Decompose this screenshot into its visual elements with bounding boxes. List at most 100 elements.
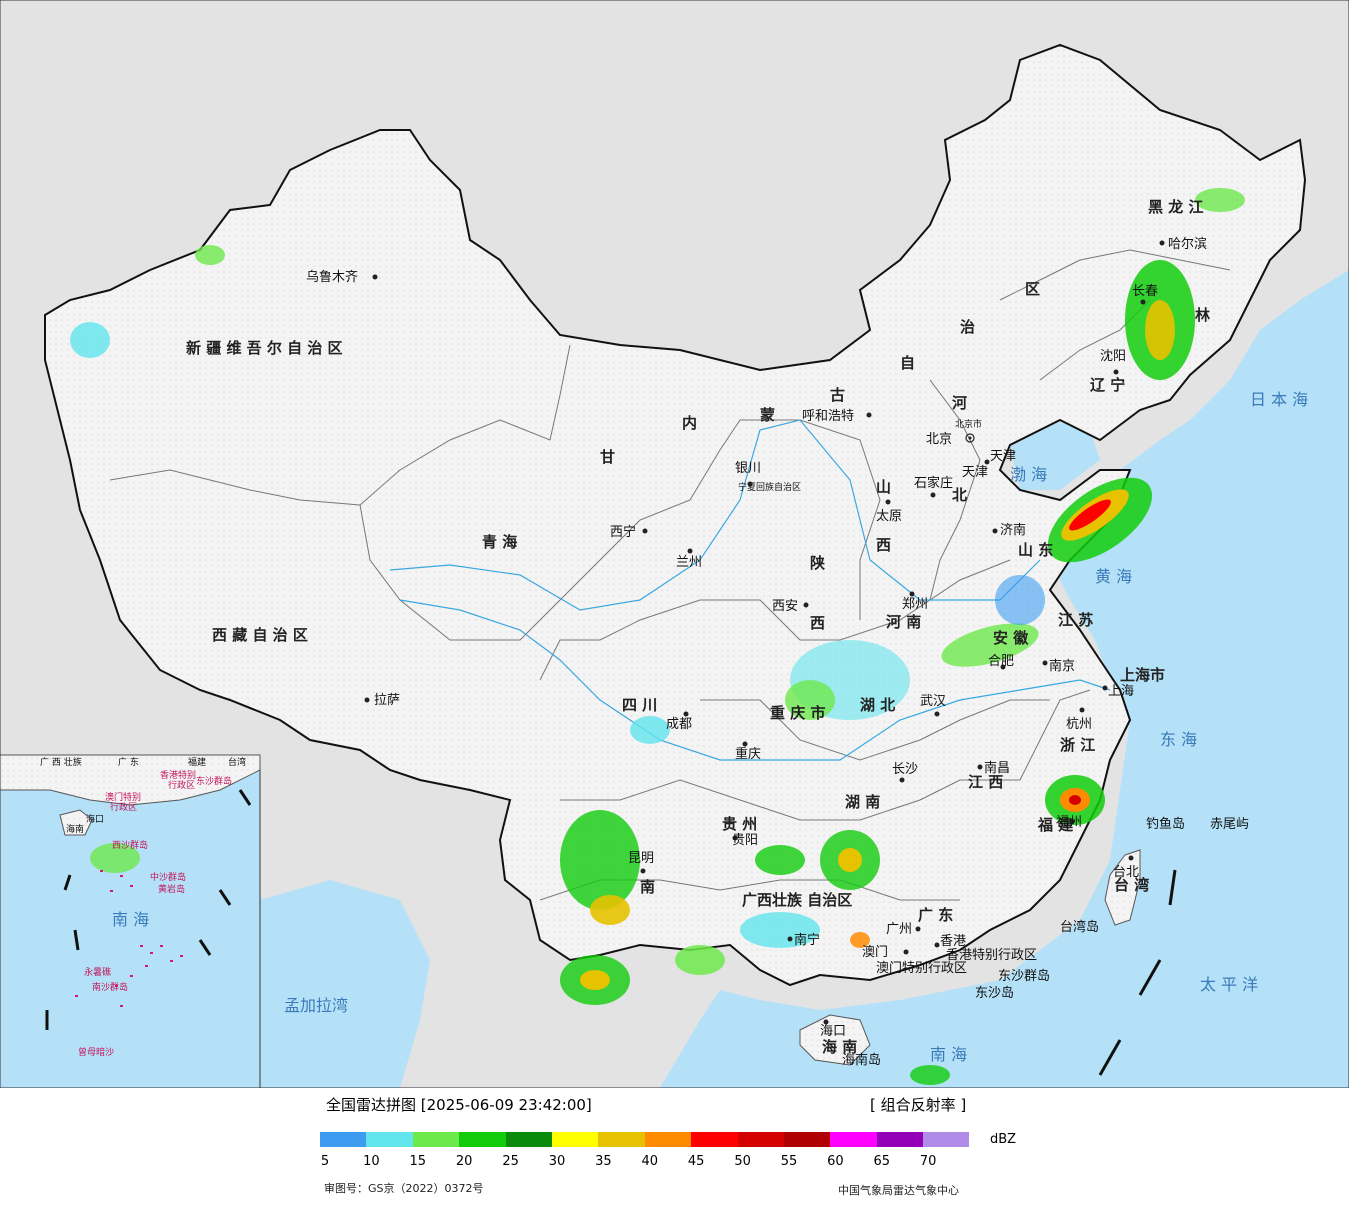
city-macau: 澳门	[862, 944, 909, 960]
svg-text:贵阳: 贵阳	[732, 833, 758, 848]
province-label-neimenggu-5: 治	[960, 318, 975, 336]
city-guangzhou: 广州	[886, 922, 921, 937]
province-label-xizang: 西 藏 自 治 区	[212, 626, 308, 644]
svg-text:成都: 成都	[666, 717, 692, 732]
province-label-shanghai: 上海市	[1120, 666, 1165, 684]
svg-text:西安: 西安	[772, 599, 798, 614]
inset-label-1: 广 东	[118, 756, 139, 768]
city-wuhan: 武汉	[920, 694, 946, 717]
color-bar-cell	[412, 1132, 460, 1147]
bohai-sea	[1010, 420, 1100, 490]
sea-label-riben: 日 本 海	[1250, 390, 1308, 409]
city-taipei: 台北	[1113, 855, 1139, 880]
dbz-tick-row: 5 10 15 20 25 30 35 40 45 50 55 60 65 70	[310, 1154, 950, 1172]
province-label-zhejiang: 浙 江	[1060, 736, 1095, 754]
color-bar-cell	[551, 1132, 599, 1147]
city-nanjing: 南京	[1042, 658, 1075, 674]
province-label-neimenggu-6: 区	[1025, 280, 1040, 298]
city-beijing: 北京	[926, 432, 975, 447]
east-sea-area	[660, 270, 1349, 1088]
province-label-neimenggu-3: 古	[830, 386, 845, 404]
inset-label-11: 西沙群岛	[112, 839, 148, 851]
svg-text:海口: 海口	[820, 1024, 846, 1039]
province-label-henan: 河 南	[886, 613, 921, 631]
sea-label-bohai: 渤 海	[1010, 465, 1047, 484]
province-label-taiwan: 台 湾	[1114, 876, 1149, 894]
province-label-hainan: 海 南	[822, 1038, 857, 1056]
province-label-neimenggu-1: 内	[682, 414, 697, 432]
city-changchun: 长春	[1132, 284, 1158, 305]
dbz-tick-label: 10	[363, 1154, 380, 1169]
china-land	[44, 43, 1307, 987]
color-bar-cell	[783, 1132, 831, 1147]
city-xian: 西安	[772, 599, 809, 614]
province-label-jiangsu: 江 苏	[1058, 611, 1093, 629]
color-bar-cell	[366, 1132, 413, 1147]
island-labels: 钓鱼岛 赤尾屿 东沙群岛 东沙岛 台湾岛 海南岛	[842, 816, 1249, 1068]
svg-text:上海: 上海	[1108, 684, 1134, 699]
city-hongkong: 香港	[934, 934, 966, 949]
inset-label-15: 永暑礁	[84, 966, 111, 978]
dbz-tick-label: 15	[409, 1154, 427, 1169]
svg-text:北京: 北京	[926, 432, 952, 447]
sea-label-mengjiala: 孟加拉湾	[284, 996, 348, 1015]
province-label-neimenggu-2: 蒙	[760, 406, 775, 424]
svg-text:西宁: 西宁	[610, 524, 636, 540]
province-label-liaoning: 辽 宁	[1090, 376, 1125, 394]
city-lhasa: 拉萨	[364, 693, 400, 708]
city-beijing-city: 北京市	[955, 418, 982, 430]
province-label-chongqing: 重 庆 市	[770, 704, 825, 722]
dbz-unit-label: dBZ	[990, 1132, 1017, 1147]
city-yinchuan: 银川	[735, 461, 761, 487]
hainan-island	[799, 1014, 871, 1066]
city-changsha: 长沙	[892, 762, 918, 783]
issuing-center: 中国气象局雷达气象中心	[838, 1184, 959, 1197]
svg-text:拉萨: 拉萨	[374, 693, 400, 708]
province-label-neimenggu-4: 自	[900, 354, 915, 372]
svg-text:长春: 长春	[1132, 284, 1158, 299]
dbz-tick-label: 30	[548, 1154, 566, 1169]
city-guiyang: 贵阳	[732, 833, 758, 848]
dbz-tick-label: 70	[919, 1154, 937, 1169]
city-lanzhou: 兰州	[676, 548, 702, 570]
svg-text:香港: 香港	[940, 934, 966, 949]
svg-text:合肥: 合肥	[988, 654, 1014, 669]
color-bar-cell	[923, 1132, 970, 1147]
dbz-tick-label: 40	[641, 1154, 659, 1169]
province-label-hunan: 湖 南	[845, 793, 880, 811]
review-number: 审图号：GS京（2022）0372号	[324, 1182, 484, 1195]
inset-label-16: 南沙群岛	[92, 981, 128, 993]
sea-label-huanghai: 黄 海	[1095, 567, 1132, 586]
province-label-gansu: 甘	[600, 448, 615, 466]
inset-label-10: 海南	[66, 823, 84, 835]
dbz-tick-label: 60	[827, 1154, 844, 1169]
svg-text:南昌: 南昌	[984, 760, 1010, 776]
island-label-hainan-dao: 海南岛	[842, 1052, 881, 1068]
city-zhengzhou: 郑州	[902, 591, 928, 612]
province-label-guangdong: 广 东	[918, 906, 953, 924]
svg-text:郑州: 郑州	[902, 597, 928, 612]
city-jinan: 济南	[992, 522, 1026, 538]
svg-text:长沙: 长沙	[892, 762, 918, 777]
island-label-dongsha-dao: 东沙岛	[975, 985, 1014, 1001]
city-fuzhou: 福州	[1056, 815, 1082, 830]
province-label-heilongjiang: 黑 龙 江	[1148, 198, 1203, 216]
color-bar-cell	[459, 1132, 506, 1147]
city-chongqing: 重庆	[735, 741, 761, 762]
svg-text:南京: 南京	[1049, 658, 1075, 674]
radar-map: 新 疆 维 吾 尔 自 治 区 西 藏 自 治 区 青 海 甘 内 蒙 古 自 …	[0, 0, 1349, 1088]
dbz-tick-label: 20	[455, 1154, 473, 1169]
svg-text:南宁: 南宁	[794, 932, 820, 948]
province-label-hebei2: 河	[952, 394, 967, 412]
svg-text:台北: 台北	[1113, 865, 1139, 880]
city-haikou: 海口	[820, 1019, 846, 1039]
city-hangzhou: 杭州	[1066, 707, 1092, 732]
province-label-qinghai: 青 海	[482, 533, 517, 551]
radar-echoes	[70, 188, 1245, 1085]
svg-text:重庆: 重庆	[735, 746, 761, 762]
province-label-shandong: 山 东	[1018, 541, 1053, 559]
color-bar-cell	[830, 1132, 877, 1147]
svg-text:福州: 福州	[1056, 815, 1082, 830]
province-label-shanxi-1: 山	[876, 478, 891, 496]
